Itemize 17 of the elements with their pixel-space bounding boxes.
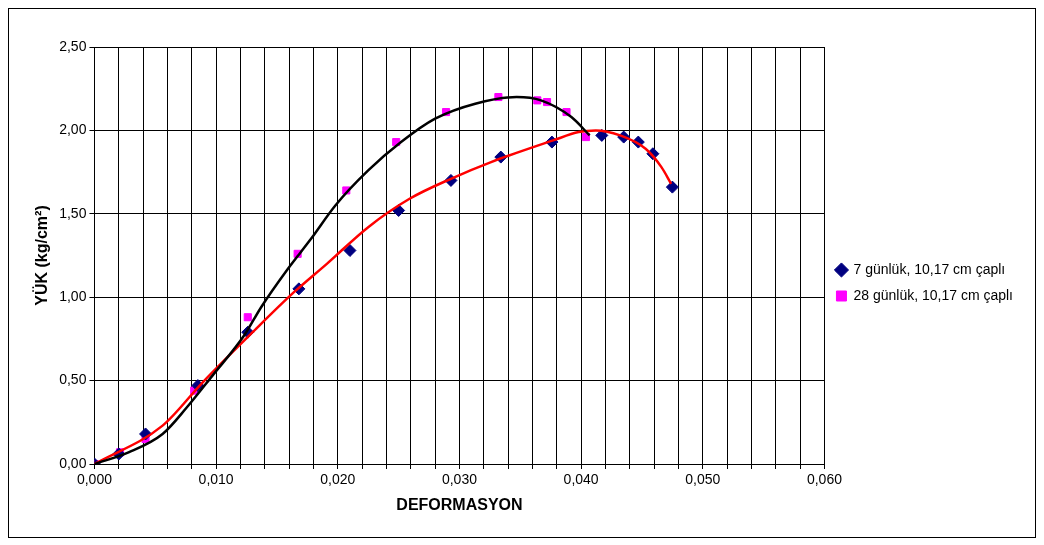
x-tick-label: 0,050 bbox=[685, 471, 721, 488]
x-tick-label: 0,000 bbox=[76, 471, 113, 488]
y-tick-label: 2,00 bbox=[59, 121, 87, 138]
y-tick-label: 0,50 bbox=[59, 371, 87, 388]
y-tick-label: 0,00 bbox=[59, 454, 87, 471]
y-axis-title: YÜK (kg/cm²) bbox=[32, 205, 51, 306]
x-axis-title: DEFORMASYON bbox=[396, 495, 523, 513]
y-tick-label: 1,00 bbox=[59, 288, 87, 305]
legend-label: 28 günlük, 10,17 cm çaplı bbox=[853, 286, 1013, 303]
x-tick-label: 0,060 bbox=[806, 471, 843, 488]
y-tick-label: 2,50 bbox=[59, 37, 87, 54]
x-tick-label: 0,030 bbox=[441, 471, 478, 488]
x-tick-label: 0,020 bbox=[320, 471, 356, 488]
y-tick-label: 1,50 bbox=[59, 204, 87, 221]
legend-label: 7 günlük, 10,17 cm çaplı bbox=[853, 260, 1006, 277]
x-tick-label: 0,010 bbox=[198, 471, 234, 488]
x-tick-label: 0,040 bbox=[563, 471, 599, 488]
